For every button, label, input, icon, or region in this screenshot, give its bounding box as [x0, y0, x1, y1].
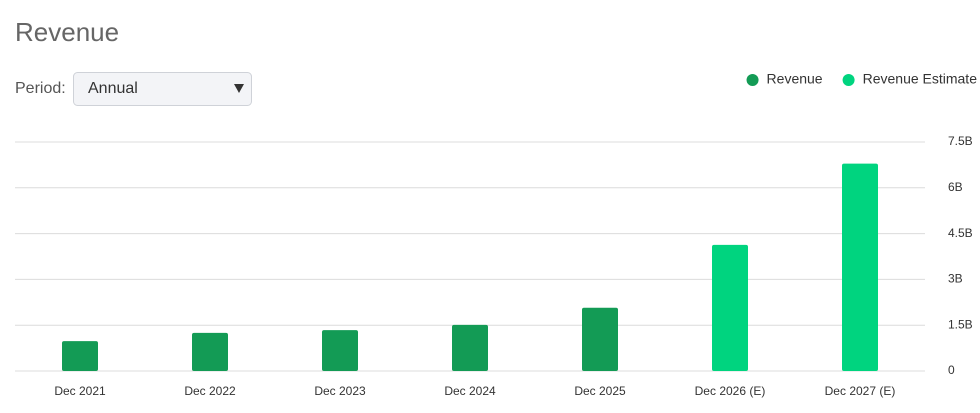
y-tick-label: 7.5B [948, 134, 973, 148]
dropdown-value[interactable]: Annual [88, 80, 138, 97]
dropdown-arrow[interactable] [234, 84, 244, 93]
legend-label: Revenue [767, 71, 823, 87]
bar [322, 330, 358, 371]
bar [582, 307, 618, 371]
bar [192, 332, 228, 371]
legend-marker [842, 74, 855, 86]
x-tick-label: Dec 2023 [314, 384, 366, 398]
x-tick-label: Dec 2025 [574, 384, 626, 398]
period-label: Period: [15, 80, 66, 97]
bar [62, 341, 98, 371]
legend-marker [746, 74, 759, 86]
y-tick-label: 3B [948, 272, 963, 286]
y-tick-label: 1.5B [948, 317, 973, 331]
x-tick-label: Dec 2022 [184, 384, 236, 398]
y-tick-label: 4.5B [948, 226, 973, 240]
x-tick-label: Dec 2027 (E) [825, 384, 896, 398]
y-tick-label: 6B [948, 180, 963, 194]
chart-title: Revenue [15, 17, 119, 47]
x-tick-label: Dec 2024 [444, 384, 496, 398]
period-dropdown[interactable]: Annual [73, 72, 252, 106]
bar [842, 163, 878, 371]
bar [452, 324, 488, 371]
x-tick-label: Dec 2021 [54, 384, 106, 398]
bar [712, 244, 748, 371]
dropdown-box[interactable] [73, 72, 252, 106]
x-tick-label: Dec 2026 (E) [695, 384, 766, 398]
y-tick-label: 0 [948, 363, 955, 377]
legend-label: Revenue Estimate [863, 71, 978, 87]
